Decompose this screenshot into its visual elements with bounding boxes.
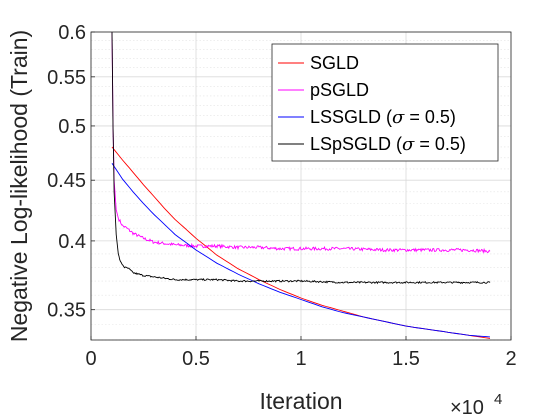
series-line-3 <box>111 32 491 285</box>
x-multiplier: ×10 4 <box>450 391 502 419</box>
x-tick-label: 1 <box>295 348 306 370</box>
legend-label-1: pSGLD <box>310 80 369 100</box>
axis-ticks: 0.35 0.4 0.45 0.5 0.55 0.6 0 0.5 1 1.5 2 <box>47 22 517 370</box>
x-axis-label: Iteration <box>259 388 342 414</box>
y-tick-label: 0.45 <box>47 170 86 192</box>
legend-label-sigma: σ <box>392 107 405 128</box>
legend-label-prefix: LSSGLD ( <box>310 107 392 127</box>
y-tick-label: 0.4 <box>58 231 86 253</box>
series-line-2 <box>111 163 491 338</box>
legend-label-suffix: = 0.5) <box>404 107 456 127</box>
legend-label-prefix: LSpSGLD ( <box>310 134 402 154</box>
x-tick-label: 2 <box>505 348 516 370</box>
legend-label-suffix: = 0.5) <box>414 134 466 154</box>
x-tick-label: 0 <box>85 348 96 370</box>
x-tick-label: 0.5 <box>182 348 210 370</box>
legend-label-sigma: σ <box>402 134 415 155</box>
series-line-1 <box>111 32 491 254</box>
series-group <box>111 32 491 339</box>
legend-label-prefix: pSGLD <box>310 80 369 100</box>
x-tick-label: 1.5 <box>392 348 420 370</box>
legend-box <box>271 43 499 162</box>
x-multiplier-base: ×10 <box>450 397 484 419</box>
y-tick-label: 0.55 <box>47 67 86 89</box>
y-axis-label: Negative Log-likelihood (Train) <box>6 30 32 342</box>
legend-label-2: LSSGLD (σ = 0.5) <box>310 107 456 128</box>
x-multiplier-exponent: 4 <box>494 391 502 408</box>
y-tick-label: 0.5 <box>58 116 86 138</box>
legend-label-prefix: SGLD <box>310 53 359 73</box>
y-tick-label: 0.35 <box>47 300 86 322</box>
legend-label-3: LSpSGLD (σ = 0.5) <box>310 134 466 155</box>
y-tick-label: 0.6 <box>58 22 86 44</box>
legend-label-0: SGLD <box>310 53 359 73</box>
